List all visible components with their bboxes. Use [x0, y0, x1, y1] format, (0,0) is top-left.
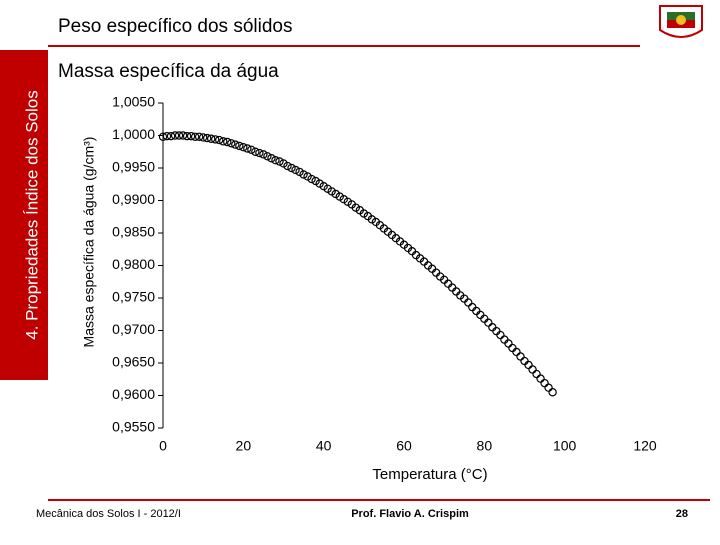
- page-number: 28: [676, 508, 688, 520]
- x-tick-label: 100: [553, 438, 577, 454]
- data-point: [532, 369, 541, 379]
- data-point: [158, 132, 168, 141]
- y-axis-label: Massa específica da água (g/cm³): [81, 137, 97, 348]
- data-point: [275, 157, 284, 166]
- data-point: [202, 133, 212, 143]
- data-point: [283, 161, 292, 171]
- data-point: [231, 140, 240, 149]
- x-tick-label: 60: [396, 438, 412, 454]
- y-tick-label: 0,9850: [112, 224, 155, 240]
- data-point: [227, 139, 236, 148]
- data-point: [271, 155, 280, 165]
- y-tick-label: 1,0000: [112, 126, 155, 142]
- subtitle: Massa específica da água: [58, 61, 279, 82]
- y-tick-label: 0,9950: [112, 159, 155, 175]
- data-point: [206, 134, 216, 143]
- data-point: [548, 388, 557, 397]
- data-point: [239, 142, 248, 152]
- data-point: [235, 141, 244, 151]
- side-bar: [0, 50, 48, 380]
- data-point: [162, 131, 172, 141]
- data-point: [215, 135, 224, 145]
- data-point: [178, 131, 188, 140]
- data-point: [255, 148, 264, 158]
- y-tick-label: 0,9550: [112, 419, 155, 435]
- data-point: [247, 145, 256, 154]
- side-label: 4. Propriedades Índice dos Solos: [22, 90, 41, 340]
- x-axis-label: Temperatura (°C): [372, 466, 487, 483]
- y-tick-label: 0,9750: [112, 289, 155, 305]
- data-point: [540, 378, 549, 388]
- data-point: [243, 144, 252, 153]
- data-point: [299, 170, 308, 179]
- slide-title: Peso específico dos sólidos: [58, 16, 292, 37]
- data-point: [190, 132, 200, 141]
- data-point: [267, 154, 276, 163]
- x-tick-label: 80: [477, 438, 493, 454]
- logo: [659, 5, 703, 38]
- x-tick-label: 20: [236, 438, 252, 454]
- data-point: [251, 147, 260, 156]
- x-tick-label: 40: [316, 438, 332, 454]
- data-point: [198, 133, 208, 142]
- y-tick-label: 0,9900: [112, 191, 155, 207]
- y-tick-label: 0,9650: [112, 354, 155, 370]
- y-tick-label: 0,9700: [112, 321, 155, 337]
- y-tick-label: 0,9800: [112, 256, 155, 272]
- y-tick-label: 1,0050: [112, 94, 155, 110]
- y-tick-label: 0,9600: [112, 386, 155, 402]
- data-point: [528, 365, 537, 374]
- data-point: [219, 137, 228, 146]
- data-point: [287, 163, 296, 173]
- data-point: [259, 150, 268, 159]
- data-point: [307, 174, 316, 184]
- data-point: [166, 131, 176, 141]
- data-point: [536, 374, 545, 383]
- footer-author: Prof. Flavio A. Crispim: [351, 508, 469, 520]
- data-point: [211, 135, 220, 144]
- data-point: [291, 165, 300, 175]
- x-tick-label: 120: [633, 438, 657, 454]
- data-point: [174, 131, 184, 140]
- data-point: [544, 383, 553, 392]
- x-tick-label: 0: [159, 438, 167, 454]
- data-point: [516, 352, 525, 361]
- data-point: [170, 131, 180, 140]
- data-point: [186, 131, 196, 141]
- data-point: [223, 137, 232, 147]
- data-point: [194, 132, 204, 141]
- data-point: [263, 152, 272, 161]
- data-point: [182, 131, 192, 141]
- footer-course: Mecânica dos Solos I - 2012/I: [36, 508, 181, 520]
